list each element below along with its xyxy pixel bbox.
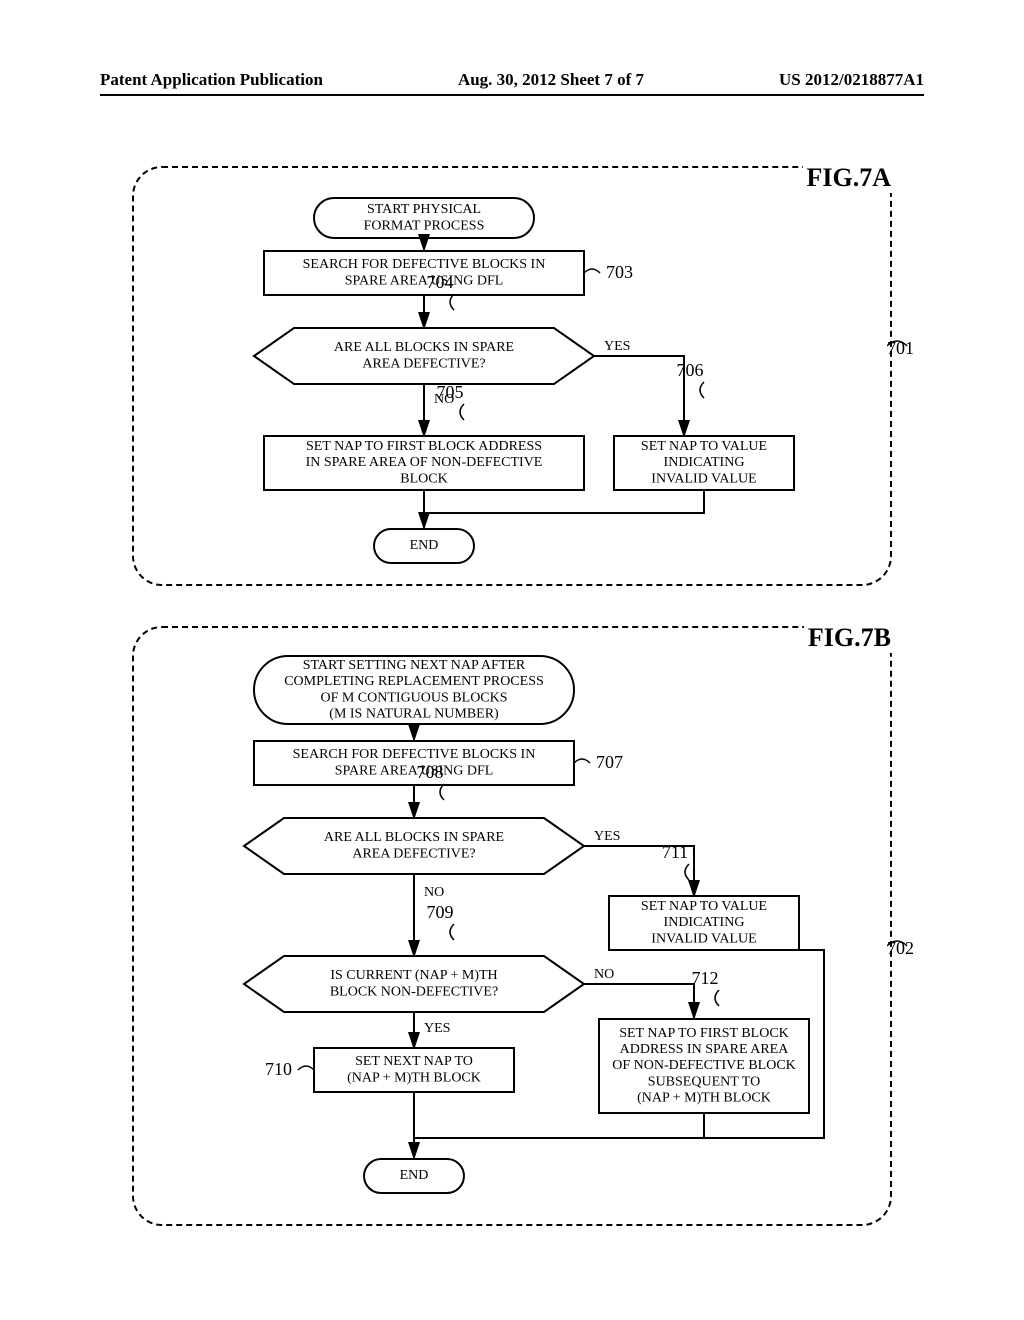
end-terminator: END bbox=[364, 1159, 464, 1193]
header-left: Patent Application Publication bbox=[100, 70, 323, 90]
svg-text:FORMAT PROCESS: FORMAT PROCESS bbox=[364, 218, 485, 233]
svg-text:705: 705 bbox=[437, 382, 464, 402]
svg-text:SUBSEQUENT TO: SUBSEQUENT TO bbox=[648, 1074, 760, 1089]
svg-text:(M IS NATURAL NUMBER): (M IS NATURAL NUMBER) bbox=[329, 706, 499, 721]
svg-text:SET NAP TO VALUE: SET NAP TO VALUE bbox=[641, 899, 767, 914]
process-703: SEARCH FOR DEFECTIVE BLOCKS INSPARE AREA… bbox=[264, 251, 584, 295]
ref-708: 708 bbox=[417, 762, 445, 800]
svg-text:OF M CONTIGUOUS BLOCKS: OF M CONTIGUOUS BLOCKS bbox=[320, 690, 507, 705]
svg-text:707: 707 bbox=[596, 752, 623, 772]
svg-text:ARE ALL BLOCKS IN SPARE: ARE ALL BLOCKS IN SPARE bbox=[324, 830, 504, 845]
figure-7b-ref: 702 bbox=[887, 936, 937, 977]
svg-text:INDICATING: INDICATING bbox=[664, 915, 745, 930]
ref-707: 707 bbox=[574, 752, 623, 772]
svg-text:START PHYSICAL: START PHYSICAL bbox=[367, 202, 481, 217]
process-712: SET NAP TO FIRST BLOCKADDRESS IN SPARE A… bbox=[599, 1019, 809, 1113]
figure-7b-container: FIG.7B START SETTING NEXT NAP AFTERCOMPL… bbox=[132, 626, 892, 1226]
start-terminator: START PHYSICALFORMAT PROCESS bbox=[314, 198, 534, 238]
svg-text:704: 704 bbox=[427, 272, 454, 292]
svg-text:NO: NO bbox=[594, 967, 614, 982]
decision-708: ARE ALL BLOCKS IN SPAREAREA DEFECTIVE? bbox=[244, 818, 584, 874]
svg-text:706: 706 bbox=[677, 360, 704, 380]
svg-text:711: 711 bbox=[662, 842, 688, 862]
ref-704: 704 bbox=[427, 272, 455, 310]
svg-text:BLOCK NON-DEFECTIVE?: BLOCK NON-DEFECTIVE? bbox=[330, 984, 498, 999]
figure-7b-title: FIG.7B bbox=[804, 623, 895, 653]
svg-text:YES: YES bbox=[594, 829, 620, 844]
svg-text:BLOCK: BLOCK bbox=[400, 471, 447, 486]
figure-7a-ref: 701 bbox=[887, 336, 937, 377]
ref-712: 712 bbox=[692, 968, 720, 1006]
svg-text:(NAP + M)TH BLOCK: (NAP + M)TH BLOCK bbox=[347, 1070, 481, 1085]
end-terminator: END bbox=[374, 529, 474, 563]
svg-text:COMPLETING REPLACEMENT PROCESS: COMPLETING REPLACEMENT PROCESS bbox=[284, 674, 544, 689]
svg-text:INDICATING: INDICATING bbox=[664, 455, 745, 470]
svg-text:SET NEXT NAP TO: SET NEXT NAP TO bbox=[355, 1054, 473, 1069]
svg-text:AREA DEFECTIVE?: AREA DEFECTIVE? bbox=[352, 846, 475, 861]
header-row: Patent Application Publication Aug. 30, … bbox=[100, 70, 924, 96]
svg-text:SET NAP TO VALUE: SET NAP TO VALUE bbox=[641, 439, 767, 454]
header-right: US 2012/0218877A1 bbox=[779, 70, 924, 90]
figure-7a-title: FIG.7A bbox=[803, 163, 896, 193]
svg-text:(NAP + M)TH BLOCK: (NAP + M)TH BLOCK bbox=[637, 1090, 771, 1105]
ref-710: 710 bbox=[265, 1059, 314, 1079]
svg-text:YES: YES bbox=[424, 1021, 450, 1036]
start-terminator: START SETTING NEXT NAP AFTERCOMPLETING R… bbox=[254, 656, 574, 724]
svg-text:ADDRESS IN SPARE AREA: ADDRESS IN SPARE AREA bbox=[620, 1042, 790, 1057]
svg-text:709: 709 bbox=[427, 902, 454, 922]
page: Patent Application Publication Aug. 30, … bbox=[0, 0, 1024, 1306]
svg-text:SEARCH FOR DEFECTIVE BLOCKS IN: SEARCH FOR DEFECTIVE BLOCKS IN bbox=[293, 747, 536, 762]
svg-text:YES: YES bbox=[604, 339, 630, 354]
ref-709: 709 bbox=[427, 902, 455, 940]
figure-7b-svg: START SETTING NEXT NAP AFTERCOMPLETING R… bbox=[164, 648, 864, 1208]
svg-text:OF NON-DEFECTIVE BLOCK: OF NON-DEFECTIVE BLOCK bbox=[612, 1058, 796, 1073]
svg-text:AREA DEFECTIVE?: AREA DEFECTIVE? bbox=[362, 356, 485, 371]
svg-text:START SETTING NEXT NAP AFTER: START SETTING NEXT NAP AFTER bbox=[303, 658, 526, 673]
decision-704: ARE ALL BLOCKS IN SPAREAREA DEFECTIVE? bbox=[254, 328, 594, 384]
svg-text:END: END bbox=[410, 538, 439, 553]
ref-705: 705 bbox=[437, 382, 465, 420]
svg-text:ARE ALL BLOCKS IN SPARE: ARE ALL BLOCKS IN SPARE bbox=[334, 340, 514, 355]
process-705: SET NAP TO FIRST BLOCK ADDRESSIN SPARE A… bbox=[264, 436, 584, 490]
svg-text:712: 712 bbox=[692, 968, 719, 988]
header-center: Aug. 30, 2012 Sheet 7 of 7 bbox=[458, 70, 644, 90]
figure-7a-svg: START PHYSICALFORMAT PROCESS SEARCH FOR D… bbox=[164, 188, 864, 568]
svg-text:SET NAP TO FIRST BLOCK: SET NAP TO FIRST BLOCK bbox=[619, 1026, 789, 1041]
figure-7b-border: FIG.7B START SETTING NEXT NAP AFTERCOMPL… bbox=[132, 626, 892, 1226]
svg-text:SPARE AREA USING DFL: SPARE AREA USING DFL bbox=[345, 273, 504, 288]
svg-text:END: END bbox=[400, 1168, 429, 1183]
process-711: SET NAP TO VALUEINDICATINGINVALID VALUE bbox=[609, 896, 799, 950]
ref-706: 706 bbox=[677, 360, 705, 398]
svg-text:INVALID VALUE: INVALID VALUE bbox=[651, 931, 756, 946]
process-706: SET NAP TO VALUEINDICATINGINVALID VALUE bbox=[614, 436, 794, 490]
svg-text:INVALID VALUE: INVALID VALUE bbox=[651, 471, 756, 486]
decision-709: IS CURRENT (NAP + M)THBLOCK NON-DEFECTIV… bbox=[244, 956, 584, 1012]
svg-text:SPARE AREA USING DFL: SPARE AREA USING DFL bbox=[335, 763, 494, 778]
svg-text:NO: NO bbox=[424, 885, 444, 900]
process-710: SET NEXT NAP TO(NAP + M)TH BLOCK bbox=[314, 1048, 514, 1092]
ref-711: 711 bbox=[662, 842, 689, 880]
svg-text:IN SPARE AREA OF NON-DEFECTIVE: IN SPARE AREA OF NON-DEFECTIVE bbox=[306, 455, 543, 470]
svg-text:SET NAP TO FIRST BLOCK ADDRESS: SET NAP TO FIRST BLOCK ADDRESS bbox=[306, 439, 542, 454]
process-707: SEARCH FOR DEFECTIVE BLOCKS INSPARE AREA… bbox=[254, 741, 574, 785]
figure-7a-container: FIG.7A START PHYSICALFORMAT PROCESSSEARC… bbox=[132, 166, 892, 586]
svg-text:710: 710 bbox=[265, 1059, 292, 1079]
ref-703: 703 bbox=[584, 262, 633, 282]
figure-7a-border: FIG.7A START PHYSICALFORMAT PROCESSSEARC… bbox=[132, 166, 892, 586]
svg-text:708: 708 bbox=[417, 762, 444, 782]
svg-text:SEARCH FOR DEFECTIVE BLOCKS IN: SEARCH FOR DEFECTIVE BLOCKS IN bbox=[303, 257, 546, 272]
svg-text:703: 703 bbox=[606, 262, 633, 282]
svg-text:IS CURRENT (NAP + M)TH: IS CURRENT (NAP + M)TH bbox=[330, 968, 497, 983]
